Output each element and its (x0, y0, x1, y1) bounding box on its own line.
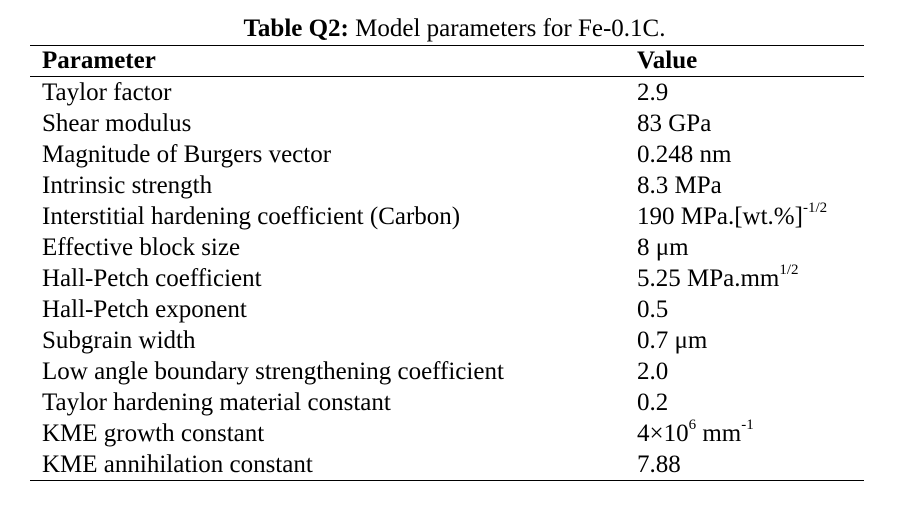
parameter-cell: Hall-Petch exponent (42, 296, 247, 323)
table-row: Interstitial hardening coefficient (Carb… (30, 199, 864, 232)
table-row: KME growth constant 4×106 mm-1 (30, 416, 864, 449)
header-row: Parameter Value (30, 45, 864, 77)
parameter-cell: Taylor factor (42, 79, 172, 106)
parameter-cell: KME growth constant (42, 420, 265, 447)
table-row: Shear modulus 83 GPa (30, 108, 864, 139)
table-caption: Table Q2: Model parameters for Fe-0.1C. (0, 14, 909, 44)
table-row: Hall-Petch coefficient 5.25 MPa.mm1/2 (30, 261, 864, 294)
parameter-cell: KME annihilation constant (30, 449, 625, 481)
value-cell: 83 GPa (637, 110, 712, 137)
table-row: KME annihilation constant 7.88 (30, 449, 864, 481)
value-cell: 0.5 (637, 296, 669, 323)
value-cell: 0.2 (637, 389, 669, 416)
value-cell: 8.3 MPa (637, 172, 722, 199)
header-value: Value (625, 45, 864, 77)
parameter-cell: Low angle boundary strengthening coeffic… (42, 358, 504, 385)
table-row: Low angle boundary strengthening coeffic… (30, 356, 864, 387)
parameters-table: Parameter Value Taylor factor 2.9 Shear … (30, 45, 864, 481)
parameter-cell: Subgrain width (42, 327, 196, 354)
value-text: 5.25 MPa.mm (637, 265, 780, 292)
value-cell: 7.88 (625, 449, 864, 481)
table-row: Hall-Petch exponent 0.5 (30, 294, 864, 325)
table-row: Subgrain width 0.7 μm (30, 325, 864, 356)
value-text: 4×10 (637, 420, 689, 447)
table-row: Intrinsic strength 8.3 MPa (30, 170, 864, 201)
value-exponent: -1/2 (802, 199, 828, 216)
table-row: Magnitude of Burgers vector 0.248 nm (30, 139, 864, 170)
value-cell: 0.7 μm (637, 327, 708, 354)
value-unit-exponent: -1 (741, 416, 754, 433)
value-exponent: 6 (688, 416, 697, 433)
table-row: Effective block size 8 μm (30, 232, 864, 263)
parameter-cell: Intrinsic strength (42, 172, 213, 199)
value-cell: 190 MPa.[wt.%]-1/2 (625, 199, 864, 232)
value-cell: 0.248 nm (637, 141, 732, 168)
value-cell: 4×106 mm-1 (625, 416, 864, 449)
value-cell: 2.0 (637, 358, 669, 385)
table-row: Taylor hardening material constant 0.2 (30, 387, 864, 418)
value-exponent: 1/2 (779, 261, 799, 278)
caption-label: Table Q2: (243, 15, 349, 42)
value-cell: 8 μm (637, 234, 689, 261)
parameter-cell: Shear modulus (42, 110, 192, 137)
value-unit: mm (696, 420, 742, 447)
parameter-cell: Magnitude of Burgers vector (42, 141, 332, 168)
parameter-cell: Hall-Petch coefficient (42, 265, 262, 292)
header-parameter: Parameter (30, 45, 625, 77)
value-cell: 2.9 (637, 79, 669, 106)
parameter-cell: Interstitial hardening coefficient (Carb… (42, 203, 461, 230)
table-row: Taylor factor 2.9 (30, 77, 864, 109)
value-text: 190 MPa.[wt.%] (637, 203, 803, 230)
value-cell: 5.25 MPa.mm1/2 (625, 261, 864, 294)
parameter-cell: Taylor hardening material constant (42, 389, 391, 416)
parameter-cell: Effective block size (42, 234, 241, 261)
caption-text: Model parameters for Fe-0.1C. (348, 15, 666, 42)
